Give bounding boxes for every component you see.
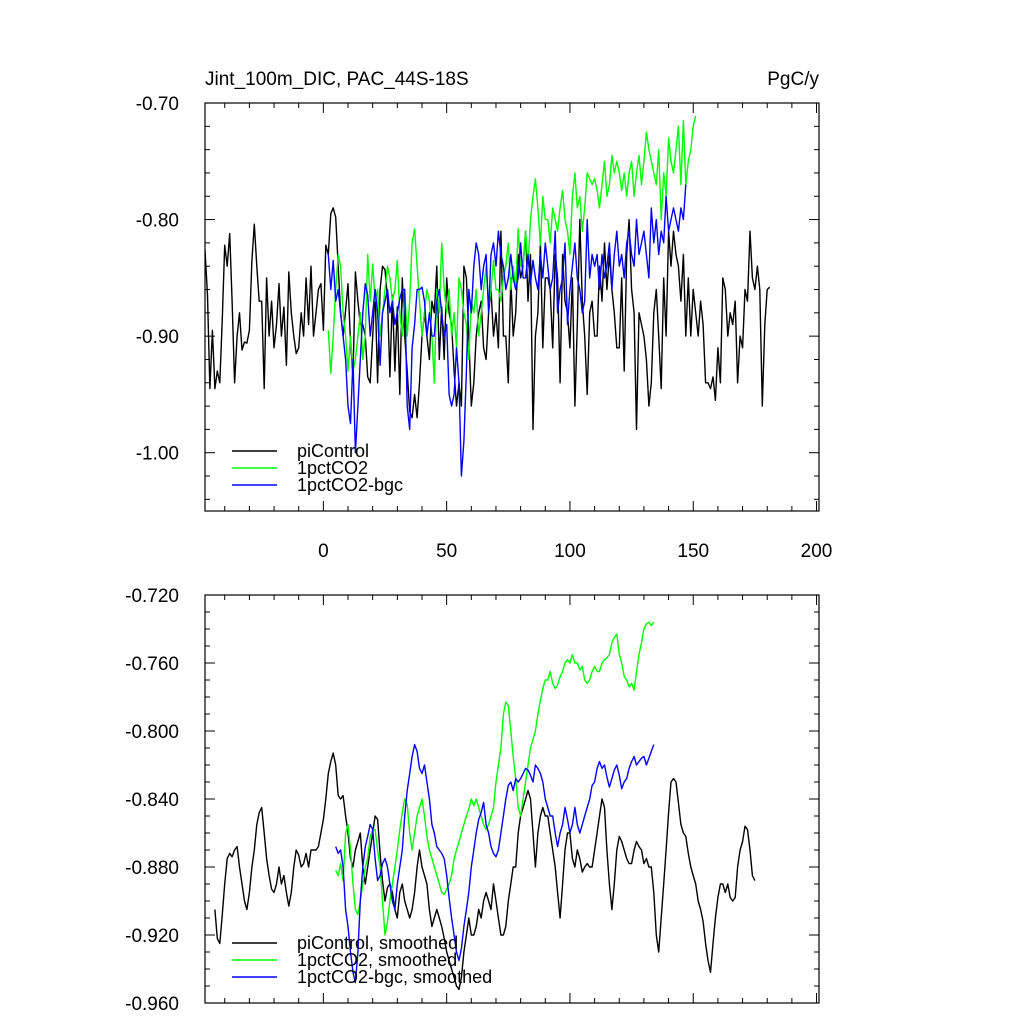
- legend-label: 1pctCO2-bgc: [297, 475, 403, 495]
- legend-label: 1pctCO2, smoothed: [297, 950, 457, 970]
- series-line: [327, 184, 687, 477]
- y-axis-tick-labels: -0.720 -0.760 -0.800 -0.840 -0.880 -0.920 -0.9…: [125, 586, 179, 1015]
- y-tick-label: -1.00: [136, 444, 179, 465]
- plot-frame: [204, 102, 820, 512]
- x-axis-tick-labels: 0 50 100 150 200: [318, 541, 832, 562]
- y-tick-label: -0.800: [125, 722, 179, 743]
- panel-bottom: -0.720 -0.760 -0.800 -0.840 -0.880 -0.920 -0.9…: [125, 586, 820, 1015]
- panel-top: Jint_100m_DIC, PAC_44S-18S PgC/y -0.70-0…: [136, 69, 833, 562]
- series-lines: [214, 621, 756, 991]
- series-line: [335, 743, 655, 984]
- y-tick-label: -0.760: [125, 654, 179, 675]
- units-label: PgC/y: [767, 69, 819, 90]
- y-tick-label: -0.840: [125, 790, 179, 811]
- x-tick-label: 200: [801, 541, 833, 562]
- y-tick-label: -0.720: [125, 586, 179, 607]
- series-line: [214, 752, 756, 991]
- y-tick-label: -0.960: [125, 994, 179, 1015]
- axis-ticks: [205, 102, 819, 511]
- x-tick-label: 150: [677, 541, 709, 562]
- x-tick-label: 50: [436, 541, 457, 562]
- y-axis-tick-labels: -0.70 -0.80 -0.90 -1.00: [136, 94, 179, 465]
- y-tick-label: -0.80: [136, 211, 179, 232]
- legend-label: 1pctCO2: [297, 458, 368, 478]
- y-tick-label: -0.880: [125, 858, 179, 879]
- legend-label: piControl, smoothed: [297, 933, 458, 953]
- x-tick-label: 100: [554, 541, 586, 562]
- y-tick-label: -0.90: [136, 327, 179, 348]
- y-tick-label: -0.920: [125, 926, 179, 947]
- axis-ticks: [205, 594, 819, 1004]
- series-line: [335, 621, 655, 936]
- y-tick-label: -0.70: [136, 94, 179, 115]
- x-tick-label: 0: [318, 541, 329, 562]
- series-lines: [205, 115, 771, 477]
- series-line: [205, 207, 771, 431]
- legend-label: 1pctCO2-bgc, smoothed: [297, 967, 492, 987]
- series-line: [327, 115, 697, 384]
- legend-label: piControl: [297, 441, 369, 461]
- chart-title: Jint_100m_DIC, PAC_44S-18S: [205, 69, 469, 90]
